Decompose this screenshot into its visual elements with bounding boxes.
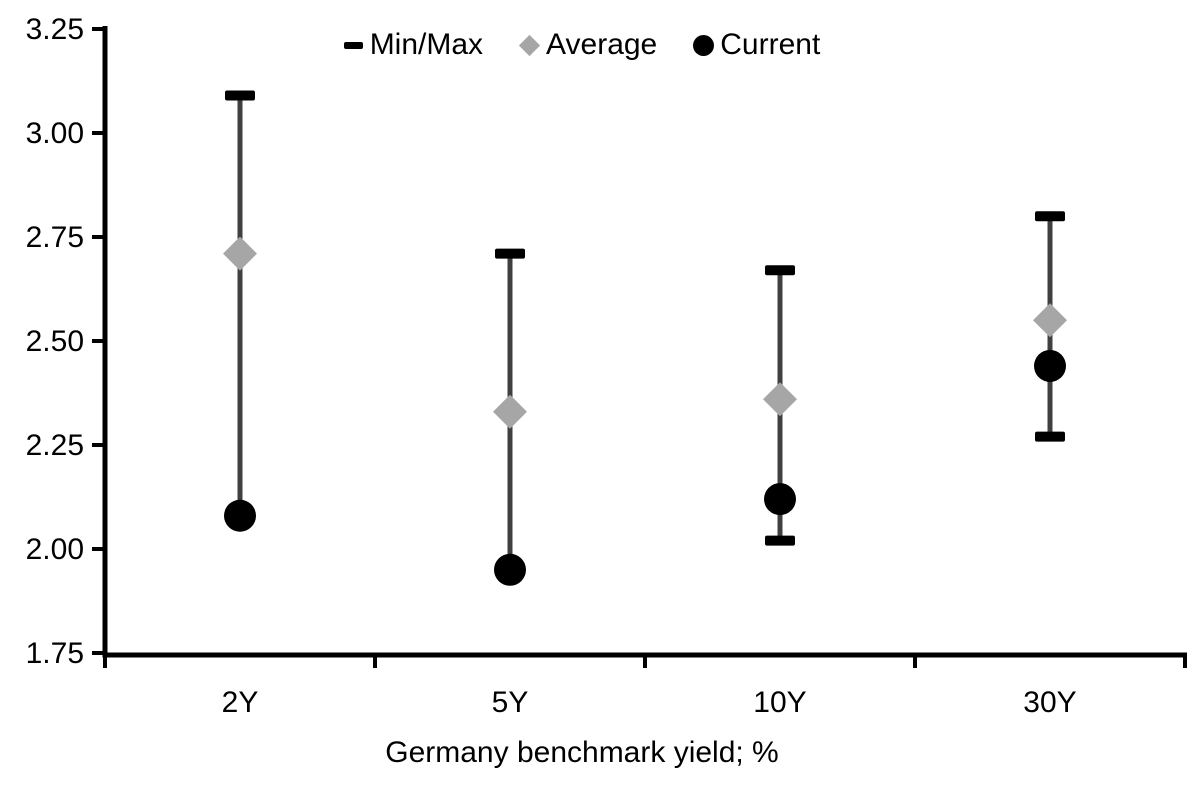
category-label: 30Y bbox=[1023, 686, 1076, 719]
cap-min-30Y bbox=[1035, 431, 1065, 442]
cap-max-2Y bbox=[225, 90, 255, 101]
marker-average-5Y bbox=[493, 394, 527, 429]
y-tick-label: 1.75 bbox=[26, 637, 84, 670]
category-label: 10Y bbox=[753, 686, 806, 719]
marker-current-5Y bbox=[494, 553, 526, 586]
marker-current-2Y bbox=[224, 499, 256, 532]
category-label: 2Y bbox=[222, 686, 259, 719]
marker-current-10Y bbox=[764, 483, 796, 516]
cap-max-5Y bbox=[495, 248, 525, 259]
y-tick-label: 2.50 bbox=[26, 325, 84, 358]
marker-average-30Y bbox=[1033, 303, 1067, 338]
cap-max-10Y bbox=[765, 265, 795, 276]
cap-max-30Y bbox=[1035, 211, 1065, 222]
y-tick-label: 2.25 bbox=[26, 429, 84, 462]
marker-average-10Y bbox=[763, 382, 797, 417]
y-tick-label: 3.25 bbox=[26, 13, 84, 46]
y-tick-label: 2.75 bbox=[26, 221, 84, 254]
y-tick-label: 2.00 bbox=[26, 533, 84, 566]
category-label: 5Y bbox=[492, 686, 529, 719]
marker-average-2Y bbox=[223, 236, 257, 271]
marker-current-30Y bbox=[1034, 349, 1066, 382]
cap-min-10Y bbox=[765, 535, 795, 546]
x-axis-title: Germany benchmark yield; % bbox=[385, 736, 779, 769]
y-tick-label: 3.00 bbox=[26, 117, 84, 150]
